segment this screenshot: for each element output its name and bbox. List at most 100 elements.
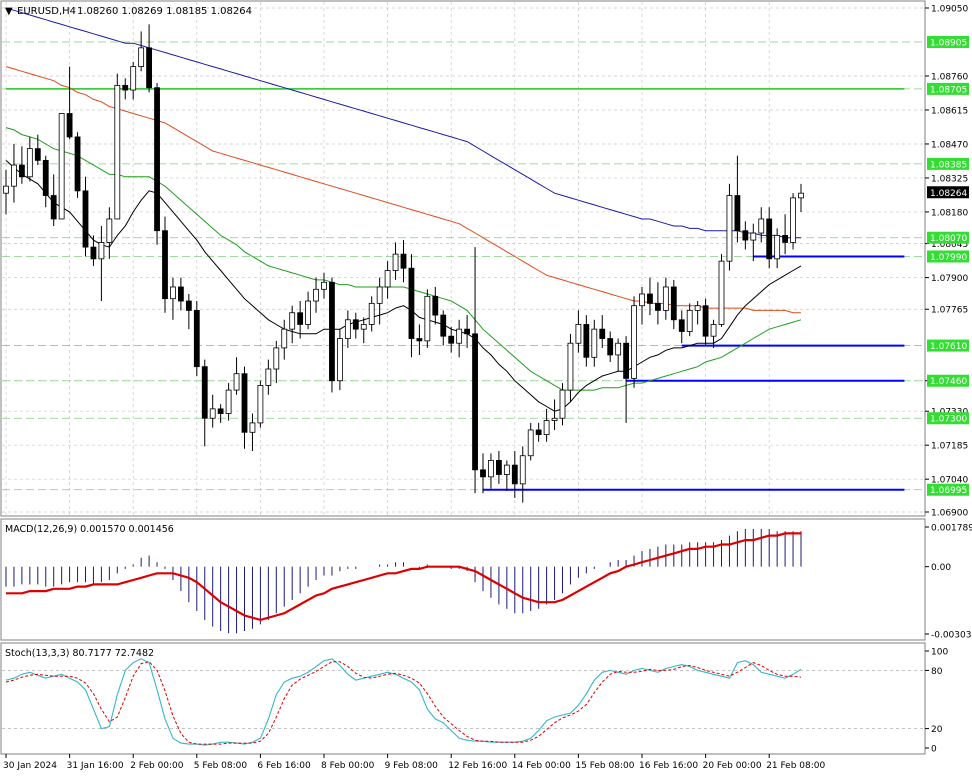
candle-body — [241, 373, 248, 433]
symbol-title: EURUSD,H4 — [17, 6, 76, 17]
candle — [360, 317, 367, 344]
candle-body — [670, 286, 677, 321]
candle — [575, 310, 582, 353]
candle-body — [599, 328, 606, 339]
candle-body — [718, 260, 725, 325]
candle — [734, 155, 741, 243]
candle-body — [257, 385, 264, 424]
candle — [162, 216, 168, 313]
candle — [130, 61, 137, 100]
candle — [495, 451, 502, 484]
price-label: 1.07185 — [931, 442, 968, 452]
time-label: 20 Feb 00:00 — [703, 761, 762, 771]
candle — [177, 277, 184, 311]
candle-body — [18, 164, 25, 178]
candle — [90, 235, 97, 266]
candle — [718, 254, 725, 327]
candle — [424, 289, 431, 348]
time-label: 21 Feb 08:00 — [766, 761, 825, 771]
price-tag — [927, 35, 969, 48]
candle-body — [615, 342, 622, 356]
candle — [583, 315, 590, 367]
candle-body — [400, 253, 407, 269]
candle-body — [34, 148, 41, 161]
stochastic-indicator: 100 80 20 0 — [2, 648, 948, 755]
chart-menu-triangle-icon[interactable]: ▼ — [5, 6, 13, 17]
candle-body — [336, 338, 343, 382]
candle — [670, 279, 677, 330]
macd-axis-label: 0.001789 — [931, 524, 972, 534]
price-tag — [927, 231, 969, 244]
candle-body — [639, 293, 645, 307]
candle-body — [694, 305, 701, 311]
candle — [710, 319, 717, 348]
candle — [488, 453, 494, 489]
candle-body — [480, 469, 486, 478]
price-label: 1.09050 — [931, 5, 968, 15]
candle — [273, 340, 280, 384]
candle-body — [3, 185, 9, 194]
price-tag — [927, 339, 969, 352]
candle — [154, 83, 160, 245]
candle — [623, 336, 629, 423]
candle — [98, 226, 105, 302]
macd-label: MACD(12,26,9) 0.001570 0.001456 — [5, 524, 174, 535]
candle-body — [289, 312, 296, 330]
ohlc-readout: 1.08260 1.08269 1.08185 1.08264 — [77, 6, 252, 17]
stoch-label: Stoch(13,3,3) 80.7177 72.7482 — [5, 648, 154, 659]
candle — [782, 214, 788, 255]
candle-body — [678, 319, 685, 332]
candle-body — [376, 286, 383, 304]
candle — [122, 78, 129, 100]
candle-body — [464, 328, 471, 335]
price-grid — [2, 2, 925, 516]
candle-body — [392, 253, 399, 271]
candle-body — [82, 190, 89, 248]
candle — [34, 134, 41, 166]
candle — [50, 174, 57, 227]
candle — [249, 413, 256, 452]
price-label: 1.06900 — [931, 509, 968, 519]
price-tag-label: 1.08070 — [930, 234, 967, 244]
candle — [225, 383, 232, 421]
price-label: 1.07765 — [931, 306, 968, 316]
candle — [305, 291, 312, 330]
candle — [464, 315, 471, 348]
candle — [170, 277, 176, 320]
stoch-axis-label: 0 — [931, 745, 937, 755]
macd-axis-label: 0.00 — [931, 563, 951, 573]
candle-body — [710, 324, 717, 337]
time-label: 31 Jan 16:00 — [67, 761, 124, 771]
candle-body — [702, 305, 709, 337]
candle-body — [74, 136, 81, 192]
price-label: 1.08325 — [931, 174, 968, 184]
candle — [42, 155, 49, 208]
candle — [74, 132, 81, 198]
ma-fast-line — [5, 160, 802, 412]
price-tag — [927, 157, 969, 170]
candle-body — [440, 314, 447, 337]
candle-body — [265, 368, 272, 386]
candle — [11, 143, 17, 203]
candle-body — [98, 242, 105, 260]
candle-body — [66, 113, 73, 138]
moving-averages — [5, 7, 802, 412]
candle — [384, 261, 391, 299]
candle — [527, 422, 534, 461]
candle — [368, 296, 375, 332]
candle-body — [623, 342, 629, 379]
candle — [26, 136, 33, 182]
candle-body — [726, 195, 733, 262]
candle-body — [758, 218, 765, 234]
ma-slow-blue-line — [5, 7, 801, 239]
candle-body — [790, 197, 796, 243]
candle-body — [647, 293, 653, 304]
candle — [774, 228, 781, 269]
time-label: 2 Feb 00:00 — [130, 761, 184, 771]
candle-body — [766, 218, 773, 260]
price-tag — [927, 82, 969, 95]
candle — [543, 408, 550, 442]
candle — [281, 319, 288, 360]
